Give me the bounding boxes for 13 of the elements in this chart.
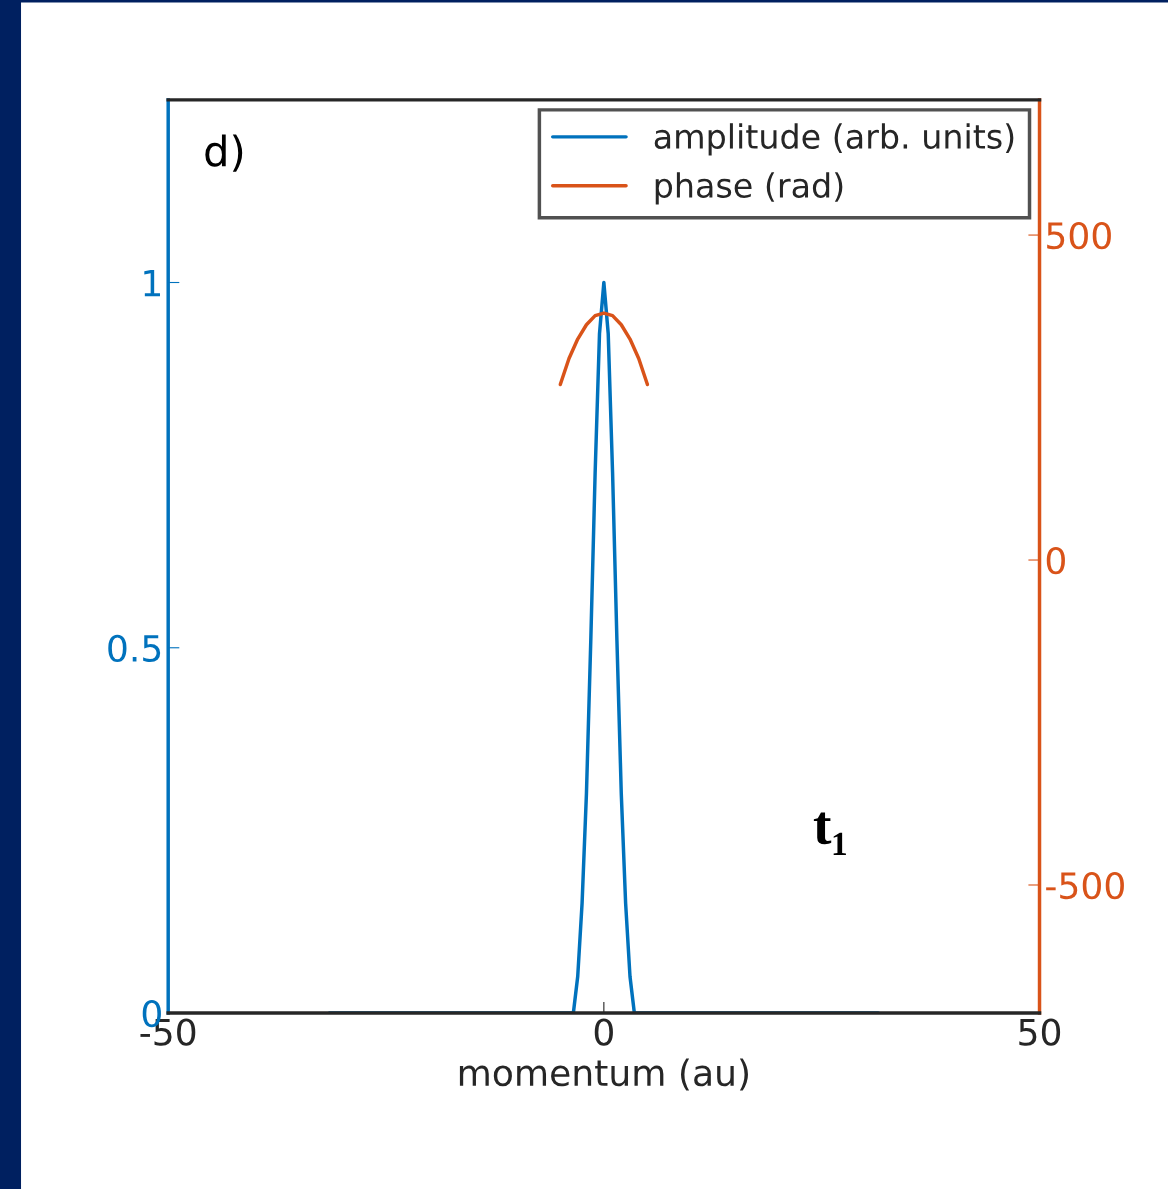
y-tick-label: 0.5 [108, 634, 161, 662]
y2-tick-label: 500 [1047, 221, 1111, 250]
legend-label: amplitude (arb. units) [654, 123, 1014, 156]
legend-label: phase (rad) [655, 172, 843, 205]
annotation: t₁ [813, 812, 846, 855]
y-tick-label: 1 [144, 269, 160, 297]
annotation: d) [205, 134, 243, 172]
line-series [558, 311, 650, 387]
x-axis-title: momentum (au) [459, 1058, 748, 1091]
y2-tick-label: -500 [1046, 871, 1124, 900]
y2-tick-label: 0 [1046, 546, 1065, 575]
x-tick-label: 50 [1019, 1018, 1061, 1046]
x-tick-label: 0 [594, 1018, 613, 1046]
